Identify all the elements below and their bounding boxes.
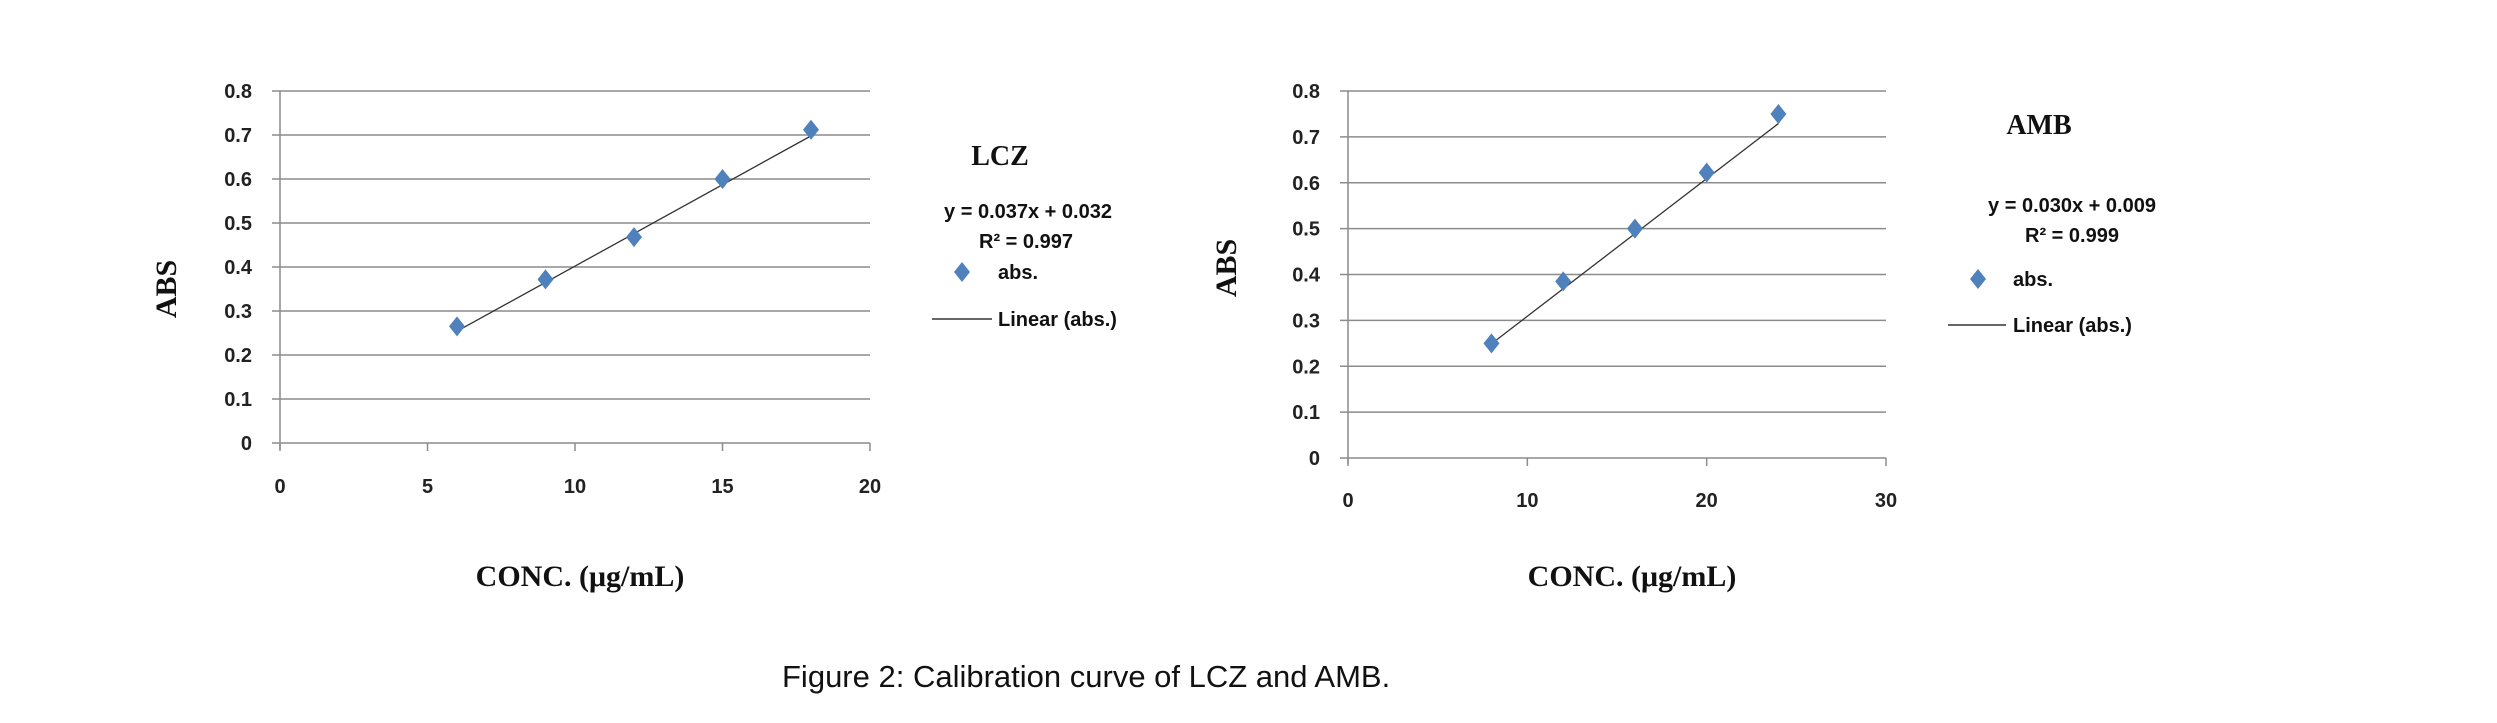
data-point [449,316,465,337]
data-point [803,119,819,140]
x-tick-label: 15 [711,476,733,498]
data-point [1770,103,1787,124]
y-tick-label: 0.2 [224,345,252,367]
chart-title: LCZ [971,141,1029,172]
x-axis-label: CONC. (μg/mL) [1528,560,1737,593]
x-tick-label: 10 [564,476,586,498]
y-axis-label: ABS [1210,239,1243,297]
y-tick-label: 0.1 [224,389,252,411]
y-tick-label: 0.4 [1292,265,1321,287]
data-point [1626,218,1643,239]
y-tick-label: 0.3 [224,301,252,323]
y-tick-label: 0.7 [224,125,252,147]
data-point [626,227,642,248]
trendline-r2: R² = 0.999 [2025,225,2119,247]
y-tick-label: 0.3 [1292,310,1320,332]
chart-lcz: LCZ y = 0.037x + 0.032 R² = 0.997 abs. L… [150,81,1117,593]
trendline-equation: y = 0.037x + 0.032 [944,201,1112,223]
x-tick-label: 0 [274,476,285,498]
x-tick-label: 0 [1342,490,1353,512]
y-tick-label: 0.4 [224,257,253,279]
x-axis-label: CONC. (μg/mL) [476,560,685,593]
trendline-r2: R² = 0.997 [979,231,1073,253]
y-tick-label: 0.6 [224,169,252,191]
trendline-equation: y = 0.030x + 0.009 [1988,195,2156,217]
y-tick-label: 0.7 [1292,127,1320,149]
chart-title: AMB [2006,110,2071,141]
y-tick-label: 0.5 [224,213,252,235]
y-tick-label: 0.1 [1292,402,1320,424]
y-tick-label: 0.8 [1292,81,1320,103]
y-tick-label: 0.5 [1292,219,1320,241]
figure-caption: Figure 2: Calibration curve of LCZ and A… [782,659,1390,694]
x-tick-label: 30 [1875,490,1897,512]
x-tick-label: 10 [1516,490,1538,512]
data-point [1698,162,1715,183]
y-tick-label: 0.2 [1292,356,1320,378]
y-tick-label: 0.6 [1292,173,1320,195]
data-point [714,169,731,189]
y-axis-label: ABS [150,260,183,318]
data-point [1555,271,1572,292]
y-tick-label: 0.8 [224,81,252,103]
y-tick-label: 0 [241,433,252,455]
data-point [537,269,554,290]
legend-marker-icon [1970,269,1986,289]
x-tick-label: 5 [422,476,433,498]
x-tick-label: 20 [1696,490,1718,512]
legend-trendline-label: Linear (abs.) [2013,315,2132,337]
y-tick-label: 0 [1309,448,1320,470]
legend-trendline-label: Linear (abs.) [998,309,1117,331]
legend-series-label: abs. [2013,269,2053,291]
x-tick-label: 20 [859,476,881,498]
legend-marker-icon [954,262,970,282]
chart-amb: AMB y = 0.030x + 0.009 R² = 0.999 abs. L… [1210,81,2156,593]
legend-series-label: abs. [998,262,1038,284]
data-point [1483,333,1500,354]
